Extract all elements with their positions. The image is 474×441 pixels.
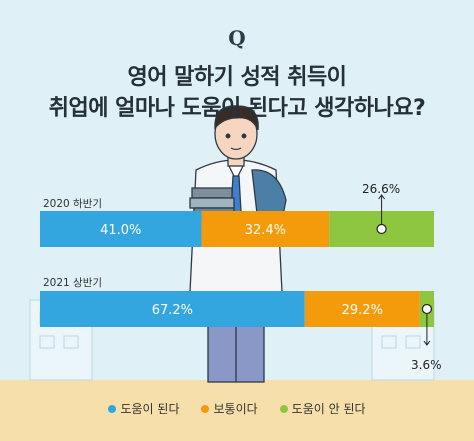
title-line-1: 영어 말하기 성적 취득이 <box>127 65 347 90</box>
period-label-2021: 2021 상반기 <box>43 277 103 289</box>
callout-arrow-icon <box>378 194 385 200</box>
floor-band <box>0 380 474 441</box>
question-mark-label: Q <box>228 26 246 50</box>
bar-segment <box>304 291 420 327</box>
legend-dot-orange-icon <box>201 404 210 413</box>
legend-dot-blue-icon <box>108 404 117 413</box>
legend-label-helpful: 도움이 된다 <box>120 402 180 416</box>
legend-item-not-helpful: 도움이 안 된다 <box>279 400 366 417</box>
legend-label-neutral: 보통이다 <box>213 402 258 416</box>
legend-dot-green-icon <box>279 404 288 413</box>
chart-title: 영어 말하기 성적 취득이 취업에 얼마나 도움이 된다고 생각하나요? <box>0 62 474 124</box>
period-label-2020: 2020 하반기 <box>43 198 103 210</box>
callout-label-2021-not-helpful: 3.6% <box>411 358 442 372</box>
legend-item-neutral: 보통이다 <box>201 400 258 417</box>
callout-arrow-icon <box>423 340 431 346</box>
legend-label-not-helpful: 도움이 안 된다 <box>291 402 366 416</box>
bar-value-label: 29.2% <box>342 303 383 318</box>
bar-value-label: 67.2% <box>152 303 193 318</box>
bar-segment <box>40 211 202 247</box>
bar-segment <box>201 211 330 247</box>
callout-label-2020-not-helpful: 26.6% <box>362 182 401 196</box>
title-line-2: 취업에 얼마나 도움이 된다고 생각하나요? <box>48 96 426 121</box>
callout-marker <box>421 303 433 315</box>
chart-legend: 도움이 된다 보통이다 도움이 안 된다 <box>0 400 474 417</box>
bar-value-label: 32.4% <box>245 223 286 238</box>
legend-item-helpful: 도움이 된다 <box>108 400 179 417</box>
bar-segment <box>40 291 305 327</box>
callout-marker <box>376 223 387 235</box>
bar-value-label: 41.0% <box>100 223 141 238</box>
